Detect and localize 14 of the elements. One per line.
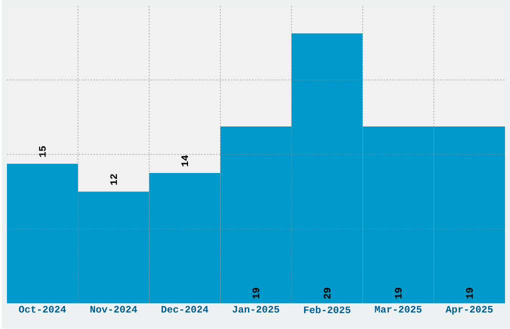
x-tick-label: Nov-2024 [90,306,138,313]
data-label: 19 [466,288,473,299]
data-label: 12 [110,174,117,185]
data-label: 14 [181,155,188,166]
x-tick-label: Apr-2025 [446,306,493,315]
x-tick-label: Feb-2025 [304,306,350,314]
x-tick-label: Dec-2024 [162,306,208,313]
x-tick-label: Jan-2025 [232,306,280,313]
x-tick-label: Mar-2025 [374,306,422,313]
data-label: 19 [394,288,402,299]
data-label: 19 [252,288,260,299]
data-label: 15 [39,146,46,157]
data-label: 29 [324,288,330,299]
x-tick-label: Oct-2024 [18,306,66,313]
